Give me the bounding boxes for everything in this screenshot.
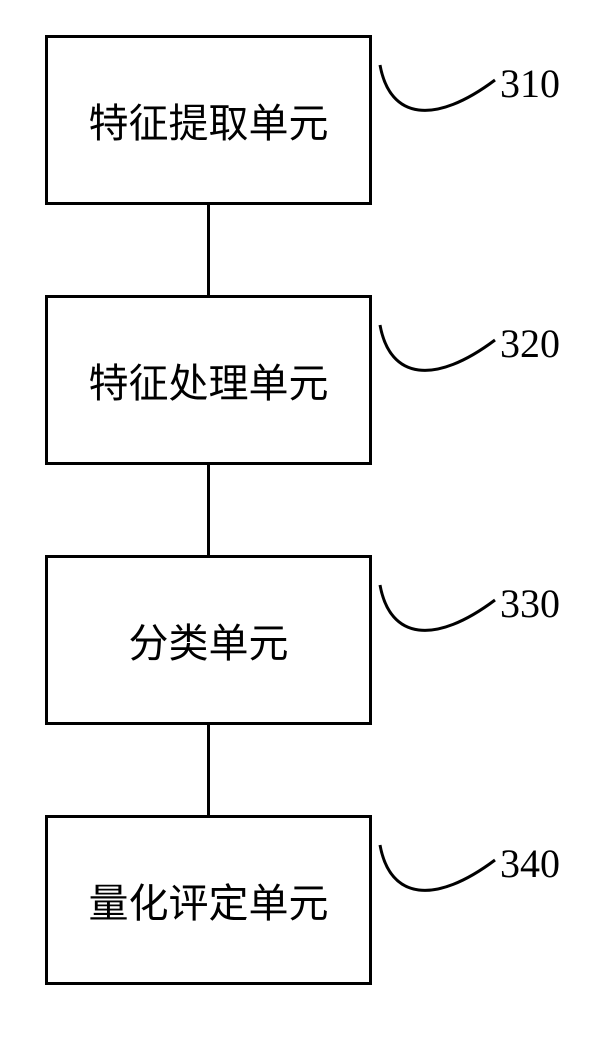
ref-label: 340 [500,840,560,887]
flowchart-canvas: 特征提取单元 310 特征处理单元 320 分类单元 330 量化评定单元 34… [0,0,614,1038]
